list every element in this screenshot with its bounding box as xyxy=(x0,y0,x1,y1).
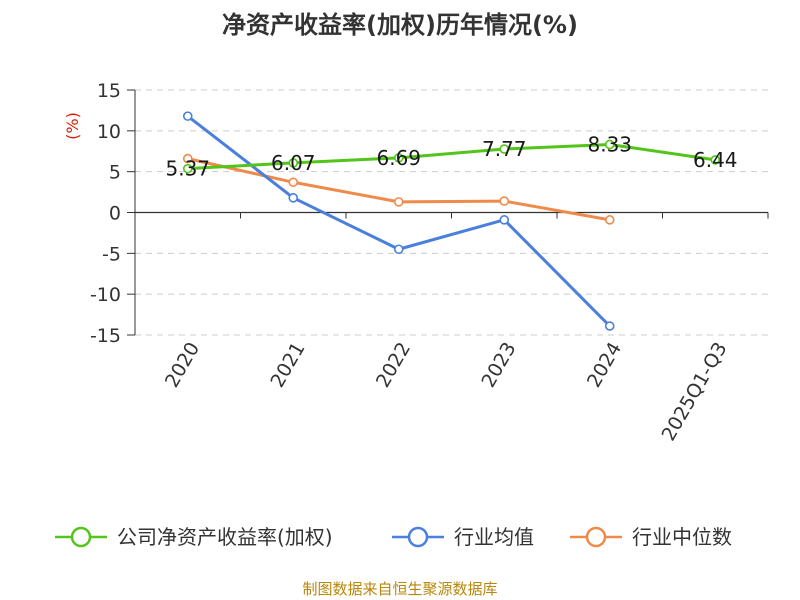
x-tick-label: 2020 xyxy=(161,339,204,392)
data-label: 8.33 xyxy=(587,132,632,156)
legend-label: 公司净资产收益率(加权) xyxy=(117,525,333,549)
data-point xyxy=(499,196,510,206)
y-tick-label: -10 xyxy=(90,284,121,306)
y-tick-label: 10 xyxy=(97,121,121,143)
y-tick-label: 0 xyxy=(109,203,121,225)
y-tick-label: -15 xyxy=(90,325,121,347)
data-point xyxy=(604,215,615,225)
x-tick-label: 2021 xyxy=(266,339,309,392)
x-tick-label: 2024 xyxy=(583,339,626,392)
data-point xyxy=(393,244,404,255)
data-point xyxy=(288,177,299,188)
series-line-0 xyxy=(187,142,716,171)
y-axis-unit-label: (%) xyxy=(63,112,82,140)
x-axis-ticks: 2020 2021 2022 2023 2024 2025Q1-Q3 xyxy=(134,212,769,445)
x-tick-label: 2023 xyxy=(477,339,520,392)
y-tick-label: 15 xyxy=(97,80,121,102)
data-label: 5.37 xyxy=(165,157,210,181)
y-tick-label: -5 xyxy=(102,243,121,265)
data-point xyxy=(604,321,615,331)
data-labels: 5.37 6.07 6.69 7.77 8.33 6.44 xyxy=(165,132,737,180)
series-lines xyxy=(182,111,721,331)
data-point xyxy=(393,197,404,207)
data-point xyxy=(499,144,510,154)
data-label: 6.69 xyxy=(376,146,421,170)
data-point xyxy=(182,111,193,121)
x-tick-label: 2022 xyxy=(372,339,415,392)
data-point xyxy=(182,153,193,164)
data-label: 6.44 xyxy=(693,148,738,172)
legend-marker xyxy=(585,526,607,548)
chart-title: 净资产收益率(加权)历年情况(%) xyxy=(222,11,578,39)
source-note: 制图数据来自恒生聚源数据库 xyxy=(302,580,497,598)
data-label: 7.77 xyxy=(482,137,527,161)
data-point xyxy=(604,139,615,150)
data-point xyxy=(393,153,404,163)
legend-label: 行业中位数 xyxy=(632,525,732,549)
data-point xyxy=(288,158,299,168)
legend-label: 行业均值 xyxy=(454,525,534,549)
data-point xyxy=(182,163,193,174)
data-point xyxy=(710,155,721,165)
y-axis-ticks: 15 10 5 0 -5 -10 -15 xyxy=(90,80,135,347)
data-label: 6.07 xyxy=(271,151,316,175)
data-point xyxy=(288,193,299,203)
legend: 公司净资产收益率(加权) 行业均值 行业中位数 xyxy=(55,525,732,549)
legend-marker xyxy=(70,526,92,548)
legend-marker xyxy=(407,526,429,548)
data-point xyxy=(499,215,510,225)
y-tick-label: 5 xyxy=(109,162,121,184)
x-tick-label: 2025Q1-Q3 xyxy=(658,339,732,445)
